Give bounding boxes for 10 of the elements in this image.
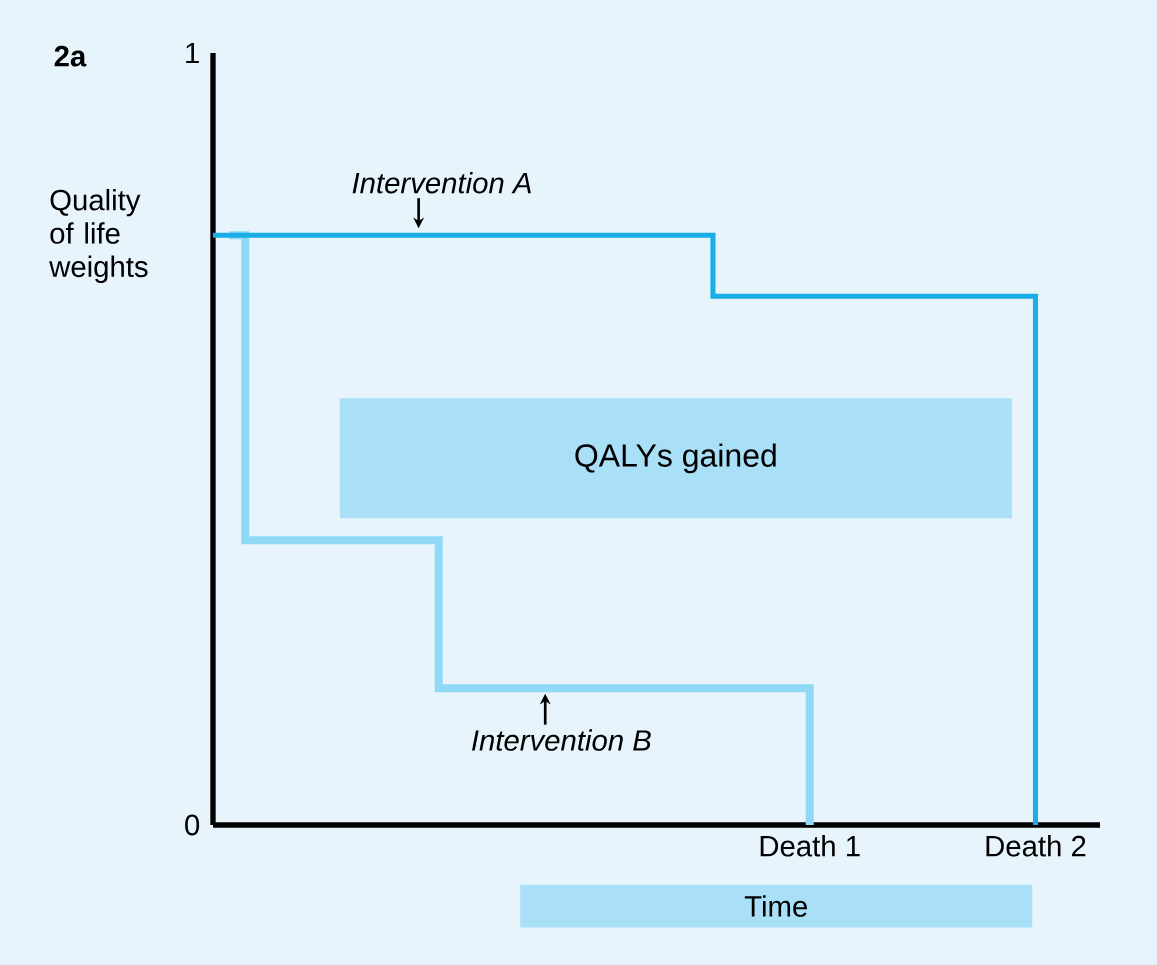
y-tick-label: 0 (185, 814, 200, 836)
x-tick-label: Death 1 (760, 835, 860, 857)
chart-title: 2a (54, 45, 87, 67)
annotation: QALYs gained (575, 443, 776, 474)
y-tick-label: 1 (186, 42, 199, 64)
series-label: Intervention B (472, 729, 651, 751)
y-axis-title: Quality of life weights (49, 188, 148, 283)
x-axis-title: Time (744, 895, 807, 917)
series-label: Intervention A (352, 171, 531, 194)
x-tick-label: Death 2 (986, 835, 1086, 857)
